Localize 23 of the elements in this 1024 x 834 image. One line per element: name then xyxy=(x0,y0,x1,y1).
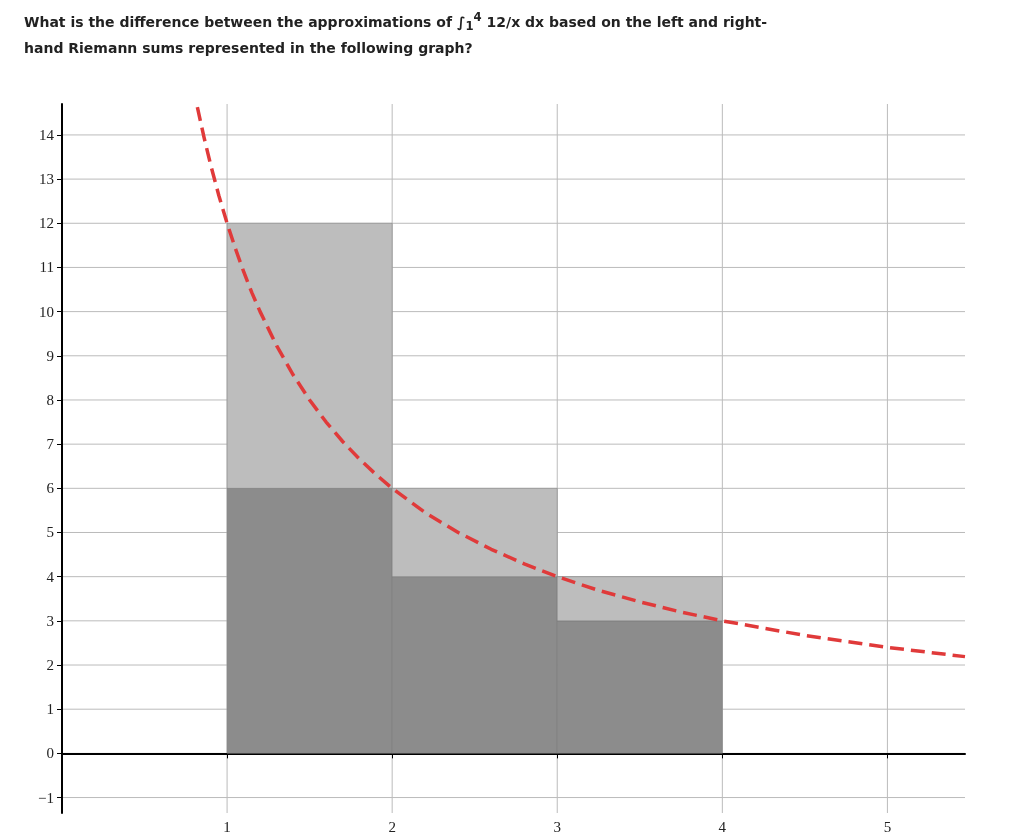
y-tick-label: 4 xyxy=(46,568,55,585)
x-tick-label: 1 xyxy=(223,818,231,834)
y-tick-label: 10 xyxy=(39,303,54,320)
y-tick-label: 11 xyxy=(39,259,54,276)
y-tick-label: 3 xyxy=(46,612,54,629)
y-tick-label: 9 xyxy=(46,347,54,364)
x-tick-label: 2 xyxy=(388,818,396,834)
chart-title: What is the difference between the approximations of ∫$_{1}$$^{4}$ 12/x dx based on the left and right-hand Riemann sums represented in the following graph? xyxy=(24,10,768,57)
y-tick-label: 5 xyxy=(46,524,54,541)
y-tick-label: 7 xyxy=(46,436,55,453)
y-tick-label: 8 xyxy=(46,391,54,408)
y-tick-label: 0 xyxy=(46,745,54,762)
y-tick-label: −1 xyxy=(38,789,54,806)
y-tick-label: 6 xyxy=(46,480,55,497)
y-tick-label: 12 xyxy=(39,215,54,232)
x-tick-label: 4 xyxy=(718,818,727,834)
y-tick-label: 13 xyxy=(39,171,54,188)
y-tick-label: 2 xyxy=(46,657,54,674)
line-series xyxy=(195,105,967,659)
x-tick-label: 3 xyxy=(553,818,561,834)
x-tick-label: 5 xyxy=(883,818,892,834)
y-tick-label: 1 xyxy=(46,701,54,718)
y-tick-label: 14 xyxy=(39,126,55,143)
